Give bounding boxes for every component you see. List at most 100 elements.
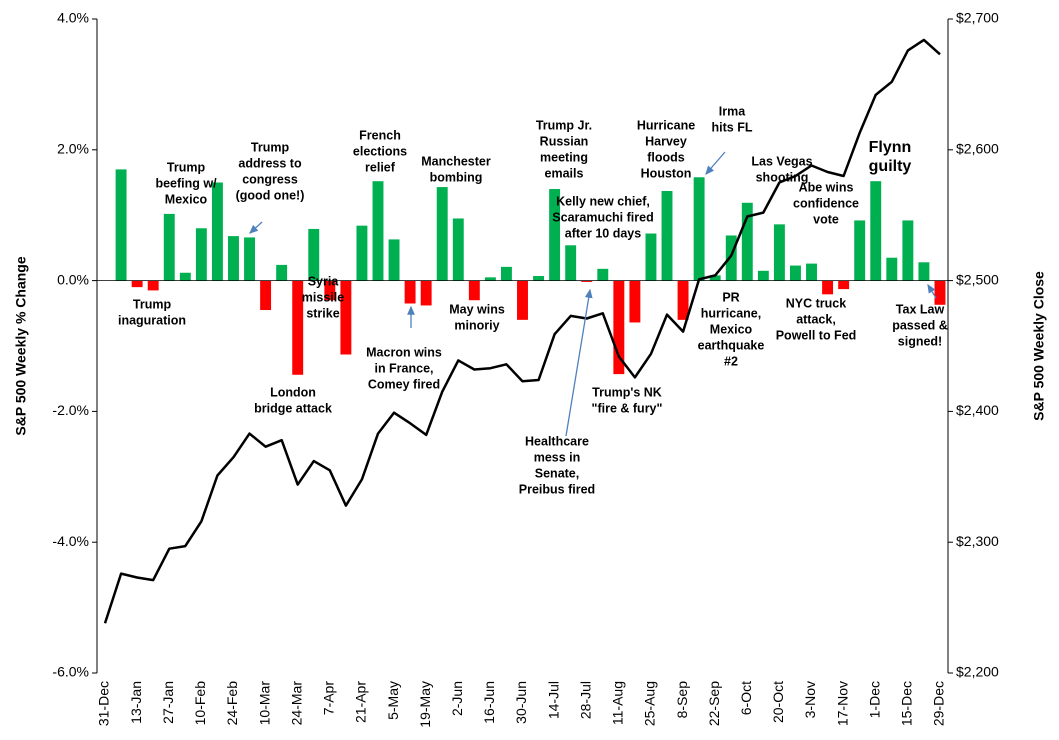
- annotation: attack,: [796, 312, 836, 326]
- annotation: Mexico: [710, 322, 753, 336]
- bar: [918, 262, 930, 281]
- y2-axis-title: S&P 500 Weekly Close: [1031, 271, 1047, 421]
- annotation: PR: [722, 290, 739, 304]
- bar: [838, 280, 850, 290]
- x-tick-label: 10-Feb: [192, 681, 208, 726]
- annotation: Trump Jr.: [536, 118, 592, 132]
- annotation: after 10 days: [565, 226, 641, 240]
- x-tick-label: 14-Jul: [545, 681, 561, 719]
- arrow: [927, 283, 937, 299]
- annotation: missile: [302, 290, 344, 304]
- annotation: Scaramuchi fired: [552, 210, 653, 224]
- x-tick-label: 25-Aug: [642, 681, 658, 726]
- annotation: Trump: [167, 160, 206, 174]
- bar: [757, 270, 769, 281]
- annotation: Mexico: [165, 192, 208, 206]
- bar: [790, 265, 801, 281]
- x-tick-label: 11-Aug: [610, 681, 626, 725]
- bar: [886, 257, 898, 281]
- annotation: strike: [306, 306, 339, 320]
- annotation: guilty: [869, 158, 912, 175]
- annotation: floods: [647, 150, 685, 164]
- bar: [517, 280, 528, 320]
- x-tick-label: 5-May: [385, 681, 401, 720]
- annotation: Macron wins: [366, 345, 442, 359]
- arrow: [565, 288, 593, 437]
- annotation: May wins: [449, 302, 505, 316]
- arrow: [705, 151, 726, 175]
- annotation: Trump: [133, 297, 172, 311]
- x-tick-label: 10-Mar: [256, 681, 272, 726]
- x-tick-label: 2-Jun: [449, 681, 465, 716]
- annotation: meeting: [540, 150, 588, 164]
- x-tick-label: 24-Mar: [288, 681, 304, 726]
- bar: [484, 277, 496, 281]
- bar: [115, 169, 127, 281]
- close-line: [103, 38, 941, 624]
- x-tick-label: 20-Oct: [770, 681, 786, 723]
- y2-tick-label: $2,600: [956, 141, 999, 157]
- bar: [131, 280, 143, 288]
- annotation: hurricane,: [701, 306, 761, 320]
- bar: [549, 189, 561, 281]
- y-tick-label: -6.0%: [52, 664, 89, 680]
- annotation: Las Vegas: [751, 154, 812, 168]
- annotation: elections: [353, 144, 407, 158]
- bar: [677, 280, 689, 320]
- bar: [163, 213, 175, 281]
- annotation: Manchester: [421, 154, 491, 168]
- annotation: bombing: [430, 170, 483, 184]
- bar: [228, 236, 239, 281]
- bar: [308, 228, 320, 281]
- annotation: emails: [545, 166, 584, 180]
- annotation: #2: [724, 354, 738, 368]
- bar: [195, 228, 207, 281]
- y-tick-label: 0.0%: [57, 271, 89, 287]
- annotation: earthquake: [698, 338, 765, 352]
- x-tick-label: 27-Jan: [160, 681, 176, 724]
- annotation: mess in: [534, 450, 581, 464]
- annotation: London: [270, 385, 316, 399]
- bar: [404, 280, 416, 304]
- annotation: Comey fired: [368, 377, 440, 391]
- x-tick-label: 1-Dec: [866, 681, 882, 718]
- annotation: signed!: [898, 334, 942, 348]
- annotation: Tax Law: [896, 302, 945, 316]
- x-tick-label: 7-Apr: [321, 681, 337, 716]
- y-tick-label: 4.0%: [57, 10, 89, 26]
- x-tick-label: 24-Feb: [224, 681, 240, 726]
- y2-tick-label: $2,400: [956, 402, 999, 418]
- x-tick-label: 6-Oct: [738, 681, 754, 715]
- annotation: Trump's NK: [592, 385, 662, 399]
- x-tick-label: 17-Nov: [834, 681, 850, 726]
- y-tick-label: 2.0%: [57, 141, 89, 157]
- x-tick-label: 22-Sep: [706, 681, 722, 726]
- annotation: NYC truck: [786, 296, 846, 310]
- annotation: Harvey: [645, 134, 687, 148]
- bar: [806, 263, 817, 281]
- bar: [822, 280, 834, 295]
- y2-tick-label: $2,700: [956, 10, 999, 26]
- bar: [500, 266, 512, 281]
- bar: [388, 239, 400, 281]
- y-tick-label: -4.0%: [52, 533, 89, 549]
- bar: [452, 218, 464, 281]
- annotation: congress: [242, 172, 298, 186]
- annotation: Healthcare: [525, 434, 589, 448]
- bar: [468, 280, 480, 301]
- bar: [629, 280, 641, 323]
- bar: [709, 275, 721, 281]
- y2-tick-label: $2,200: [956, 664, 999, 680]
- bar: [324, 280, 336, 301]
- x-tick-label: 28-Jul: [577, 681, 593, 719]
- x-tick-label: 29-Dec: [931, 681, 947, 726]
- annotation: Flynn: [869, 139, 912, 156]
- bar: [179, 272, 191, 281]
- bar: [276, 264, 288, 281]
- x-tick-label: 16-Jun: [481, 681, 497, 724]
- annotation: Preibus fired: [519, 482, 595, 496]
- annotation: minoriy: [454, 318, 499, 332]
- bar: [436, 187, 448, 281]
- bar: [372, 181, 384, 281]
